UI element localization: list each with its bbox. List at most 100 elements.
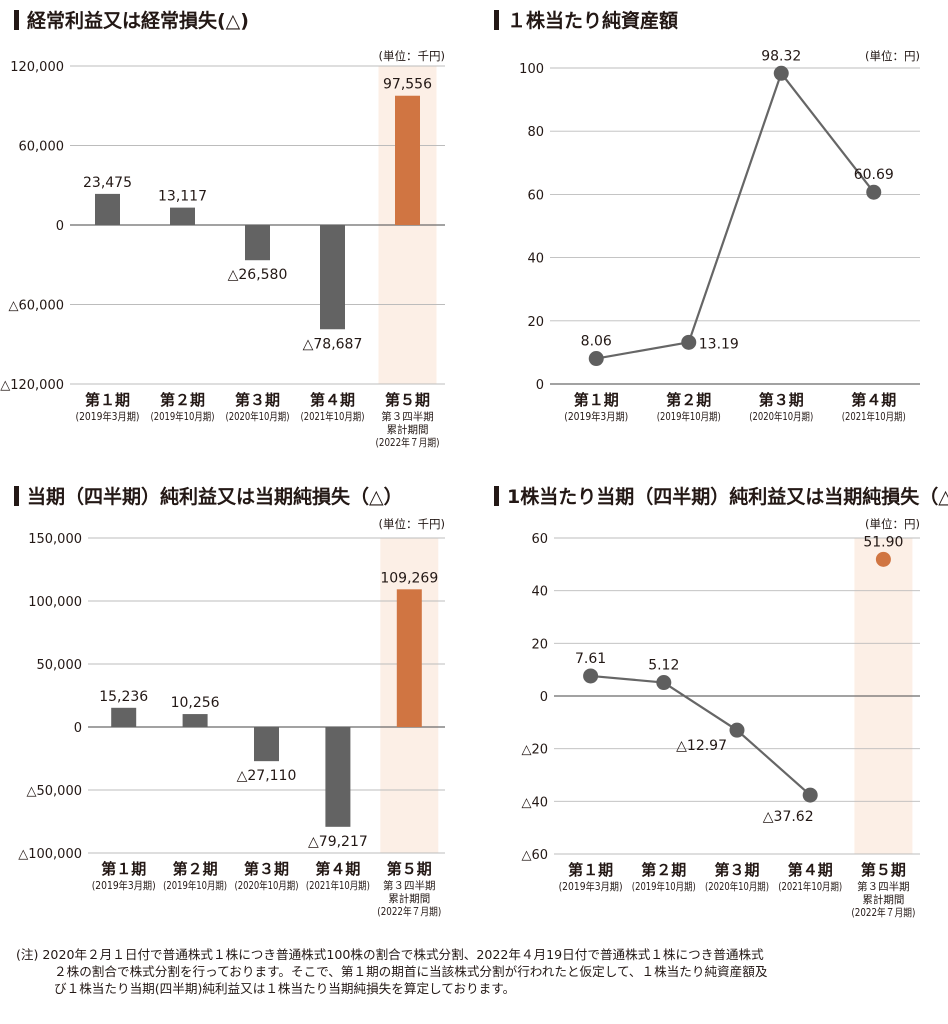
x-category-label: 第１期 — [85, 391, 130, 409]
y-tick-label: 60,000 — [19, 140, 65, 155]
x-category-sublabel: (2022年７月期) — [376, 436, 440, 449]
data-point — [656, 675, 672, 691]
x-category-label: 第５期 — [387, 860, 432, 878]
data-point — [681, 334, 697, 350]
x-category-sublabel: (2020年10月期) — [226, 410, 290, 423]
y-tick-label: △50,000 — [27, 784, 83, 799]
data-label: △12.97 — [676, 738, 727, 754]
y-tick-label: 100 — [519, 62, 544, 77]
x-category-label: 第３期 — [244, 860, 289, 878]
net-income-chart: (単位：千円) 150,000 100,000 50,000 0 △50,000 △100,… — [18, 517, 445, 918]
y-tick-label: △60,000 — [9, 299, 65, 314]
panel-title-text: 当期（四半期）純利益又は当期純損失（△） — [27, 486, 403, 508]
series-line — [596, 71, 875, 360]
x-category-label: 第４期 — [788, 861, 833, 879]
y-tick-label: 100,000 — [28, 595, 82, 610]
y-tick-label: △40 — [521, 795, 548, 810]
panel-net-assets-per-share: １株当たり純資産額 (単位：円) 100 80 60 40 20 0 第１期 (2019年3月期… — [474, 0, 948, 476]
data-point — [588, 351, 604, 367]
y-tick-label: △60 — [521, 848, 548, 863]
y-tick-label: 60 — [527, 188, 544, 203]
title-marker — [494, 10, 499, 30]
x-category-sublabel: (2019年3月期) — [559, 880, 623, 893]
x-category-sublabel: (2022年７月期) — [377, 905, 441, 918]
y-tick-label: 40 — [527, 252, 544, 267]
panel-title-text: 1株当たり当期（四半期）純利益又は当期純損失（△） — [507, 486, 948, 508]
y-tick-label: 80 — [527, 125, 544, 140]
y-tick-label: 0 — [74, 721, 82, 736]
x-category-label: 第４期 — [315, 860, 360, 878]
unit-label: (単位：千円) — [379, 49, 445, 63]
x-category-sublabel: (2021年10月期) — [842, 410, 906, 423]
panel-ordinary-income: 経常利益又は経常損失(△) (単位：千円) 120,000 60,000 0 △60,0… — [0, 0, 474, 476]
panel-title: 経常利益又は経常損失(△) — [14, 6, 249, 33]
x-category-label: 第４期 — [310, 391, 355, 409]
data-point — [773, 65, 789, 81]
x-category-sublabel: (2021年10月期) — [301, 410, 365, 423]
x-category-sublabel: (2019年10月期) — [632, 880, 696, 893]
x-category-sublabel: 第３四半期 — [381, 410, 434, 423]
data-label: 7.61 — [575, 651, 606, 667]
x-category-sublabel: 第３四半期 — [383, 879, 436, 892]
data-label: 13.19 — [699, 336, 739, 352]
y-tick-label: 0 — [540, 690, 548, 705]
data-label: △79,217 — [308, 834, 368, 850]
data-label: △26,580 — [228, 267, 288, 283]
x-category-label: 第２期 — [641, 861, 686, 879]
panel-eps: 1株当たり当期（四半期）純利益又は当期純損失（△） (単位：円) 60 40 20 0 △… — [474, 476, 948, 952]
bar — [95, 193, 120, 225]
unit-label: (単位：千円) — [379, 517, 445, 531]
y-tick-label: △20 — [521, 743, 548, 758]
bar — [111, 707, 137, 727]
y-tick-label: 0 — [536, 378, 544, 393]
data-label: △27,110 — [237, 768, 297, 784]
bar — [182, 714, 208, 727]
bar — [395, 95, 420, 225]
title-marker — [494, 486, 499, 506]
panel-title: 1株当たり当期（四半期）純利益又は当期純損失（△） — [494, 482, 948, 509]
bar — [245, 225, 270, 261]
data-label: 5.12 — [648, 658, 679, 674]
x-category-sublabel: 累計期間 — [862, 893, 904, 906]
unit-label: (単位：円) — [865, 517, 920, 531]
footnote: (注) 2020年２月１日付で普通株式１株につき普通株式100株の割合で株式分割… — [16, 946, 934, 997]
x-category-sublabel: (2020年10月期) — [749, 410, 813, 423]
x-category-label: 第３期 — [714, 861, 759, 879]
data-label: 60.69 — [854, 167, 894, 183]
data-point — [875, 551, 891, 567]
y-tick-label: 150,000 — [28, 532, 82, 547]
bar — [396, 589, 422, 727]
x-category-label: 第２期 — [173, 860, 218, 878]
y-tick-label: 40 — [531, 585, 548, 600]
y-tick-label: 120,000 — [10, 60, 64, 75]
x-category-sublabel: (2019年3月期) — [92, 879, 156, 892]
x-category-sublabel: (2019年10月期) — [151, 410, 215, 423]
x-category-sublabel: (2022年７月期) — [851, 906, 915, 919]
footnote-line: ２株の割合で株式分割を行っております。そこで、第１期の期首に当該株式分割が行われ… — [54, 964, 768, 979]
data-point — [802, 787, 818, 803]
x-category-sublabel: (2021年10月期) — [306, 879, 370, 892]
data-label: 15,236 — [99, 689, 148, 705]
x-category-label: 第１期 — [574, 391, 619, 409]
x-category-sublabel: (2019年10月期) — [163, 879, 227, 892]
y-tick-label: 60 — [531, 532, 548, 547]
y-tick-label: △100,000 — [18, 847, 82, 862]
x-category-sublabel: 累計期間 — [388, 892, 430, 905]
x-category-label: 第３期 — [759, 391, 804, 409]
eps-chart: (単位：円)6040200△20△40△60第１期(2019年3月期)第２期(2… — [521, 517, 920, 919]
data-label: 109,269 — [380, 570, 438, 586]
x-category-sublabel: (2021年10月期) — [778, 880, 842, 893]
data-label: 23,475 — [83, 175, 132, 191]
data-label: 98.32 — [761, 48, 801, 64]
bar — [170, 207, 195, 225]
y-tick-label: 0 — [56, 219, 64, 234]
footnote-line: (注) 2020年２月１日付で普通株式１株につき普通株式100株の割合で株式分割… — [16, 947, 764, 962]
bar — [254, 727, 279, 762]
x-category-sublabel: (2020年10月期) — [705, 880, 769, 893]
data-point — [583, 668, 599, 684]
data-label: 97,556 — [383, 77, 432, 93]
data-label: 8.06 — [581, 334, 612, 350]
unit-label: (単位：円) — [865, 49, 920, 63]
x-category-label: 第３期 — [235, 391, 280, 409]
data-label: 51.90 — [863, 534, 903, 550]
